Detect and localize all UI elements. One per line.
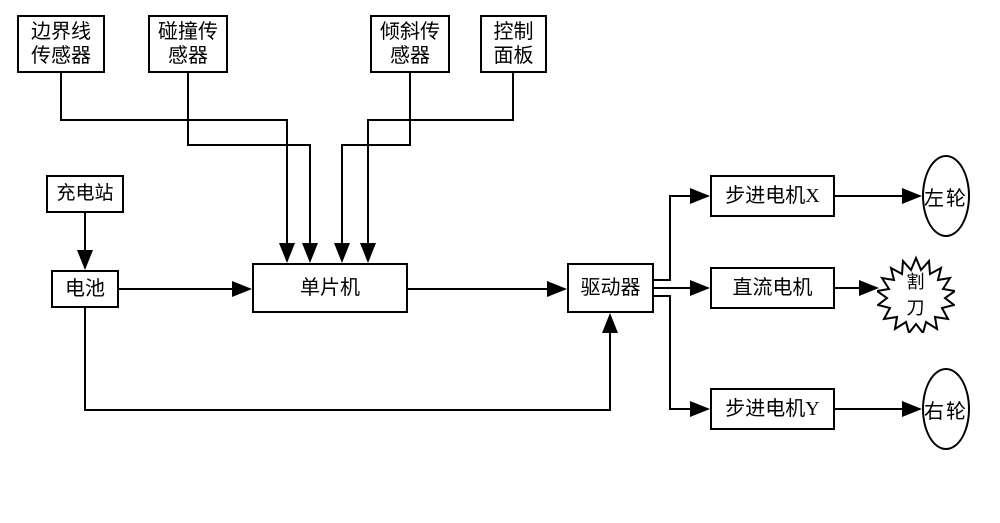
charging-station-label: 充电站 — [56, 183, 113, 206]
tilt-sensor-box: 倾斜传感器 — [370, 15, 450, 73]
boundary-sensor-label: 边界线传感器 — [31, 20, 91, 68]
left-wheel-ellipse: 左轮 — [922, 155, 970, 237]
right-wheel-label: 右轮 — [924, 395, 968, 424]
battery-box: 电池 — [51, 270, 119, 308]
right-wheel-ellipse: 右轮 — [922, 368, 970, 450]
stepper-x-box: 步进电机X — [710, 175, 835, 217]
mcu-box: 单片机 — [252, 263, 408, 313]
battery-label: 电池 — [65, 277, 105, 301]
tilt-sensor-label: 倾斜传感器 — [380, 20, 440, 68]
stepper-y-label: 步进电机Y — [725, 397, 819, 421]
dc-motor-label: 直流电机 — [733, 276, 813, 300]
collision-sensor-label: 碰撞传感器 — [158, 20, 218, 68]
control-panel-label: 控制面板 — [494, 20, 534, 68]
left-wheel-label: 左轮 — [924, 182, 968, 211]
control-panel-box: 控制面板 — [480, 15, 547, 73]
stepper-y-box: 步进电机Y — [710, 388, 835, 430]
collision-sensor-box: 碰撞传感器 — [148, 15, 228, 73]
cutter-label: 割刀 — [905, 268, 927, 320]
arrows-layer — [0, 0, 1000, 523]
dc-motor-box: 直流电机 — [710, 267, 835, 309]
boundary-sensor-box: 边界线传感器 — [17, 15, 105, 73]
stepper-x-label: 步进电机X — [725, 184, 819, 208]
driver-label: 驱动器 — [581, 276, 641, 300]
mcu-label: 单片机 — [300, 276, 360, 300]
driver-box: 驱动器 — [567, 263, 654, 313]
cutter-starburst: 割刀 — [877, 255, 955, 333]
charging-station-box: 充电站 — [46, 175, 124, 213]
